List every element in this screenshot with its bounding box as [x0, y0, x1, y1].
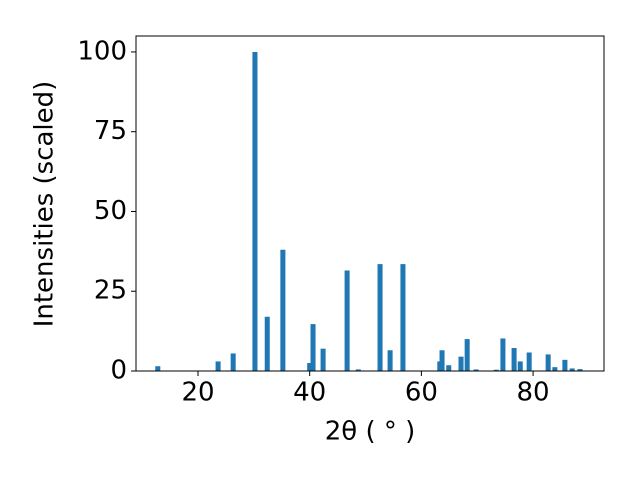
y-tick-label: 75	[94, 116, 127, 146]
x-tick-label: 60	[405, 378, 438, 408]
bar	[280, 249, 286, 371]
bar	[377, 264, 383, 371]
y-tick-label: 100	[77, 36, 127, 66]
y-axis-label: Intensities (scaled)	[30, 81, 60, 328]
plot-frame	[135, 35, 605, 372]
x-tick-label: 20	[181, 378, 214, 408]
bar	[387, 350, 393, 371]
bar	[252, 51, 258, 371]
bar	[473, 369, 479, 371]
x-axis-label: 2θ ( ° )	[325, 417, 416, 447]
y-tick-label: 50	[94, 196, 127, 226]
bar	[264, 316, 270, 371]
bar	[517, 361, 523, 371]
bar	[545, 354, 551, 371]
bar	[464, 339, 470, 371]
bar	[569, 368, 575, 371]
bar	[526, 352, 532, 371]
y-tick-label: 0	[110, 356, 127, 386]
bar	[307, 363, 313, 371]
bar	[310, 324, 316, 371]
bar	[577, 369, 583, 371]
bar	[562, 359, 568, 371]
bar	[446, 365, 452, 371]
bar	[215, 361, 221, 371]
bar	[511, 348, 517, 371]
y-tick-label: 25	[94, 276, 127, 306]
bar	[344, 270, 350, 371]
bar	[439, 350, 445, 371]
x-tick-label: 80	[517, 378, 550, 408]
bar	[500, 338, 506, 371]
bar	[155, 366, 161, 371]
bar	[355, 369, 361, 371]
bar	[552, 367, 558, 371]
bar	[400, 264, 406, 371]
x-tick-label: 40	[293, 378, 326, 408]
bar	[493, 369, 499, 371]
bar	[230, 353, 236, 371]
bar	[320, 348, 326, 371]
bar	[458, 356, 464, 371]
